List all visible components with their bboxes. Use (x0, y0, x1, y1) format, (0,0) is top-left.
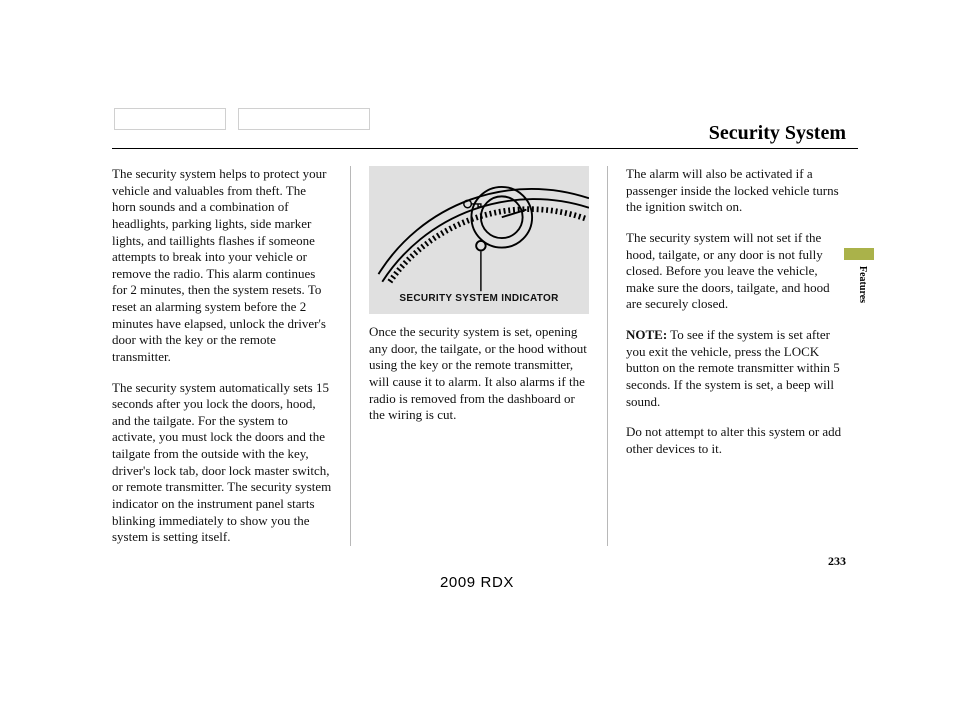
col2-para1: Once the security system is set, opening… (369, 324, 589, 424)
col3-para1: The alarm will also be activated if a pa… (626, 166, 846, 216)
ghost-box-right (238, 108, 370, 130)
col3-para4: Do not attempt to alter this system or a… (626, 424, 846, 457)
note-label: NOTE: (626, 327, 667, 342)
figure-caption: SECURITY SYSTEM INDICATOR (369, 293, 589, 306)
security-indicator-figure: SECURITY SYSTEM INDICATOR (369, 166, 589, 314)
column-separator-1 (350, 166, 351, 546)
footer-model: 2009 RDX (0, 574, 954, 591)
col1-para1: The security system helps to protect you… (112, 166, 332, 366)
col3-para2: The security system will not set if the … (626, 230, 846, 313)
column-1: The security system helps to protect you… (112, 166, 332, 546)
column-3: The alarm will also be activated if a pa… (626, 166, 846, 546)
title-rule (112, 148, 858, 149)
page: Security System Features The security sy… (0, 0, 954, 710)
body-columns: The security system helps to protect you… (112, 166, 846, 546)
column-2: SECURITY SYSTEM INDICATOR Once the secur… (369, 166, 589, 546)
col3-note: NOTE: To see if the system is set after … (626, 327, 846, 410)
ghost-box-left (114, 108, 226, 130)
section-tab-label: Features (857, 266, 868, 303)
gauge-illustration (369, 166, 589, 314)
page-number: 233 (828, 554, 846, 569)
page-title: Security System (709, 122, 846, 145)
section-tab (844, 248, 874, 260)
column-separator-2 (607, 166, 608, 546)
col1-para2: The security system automatically sets 1… (112, 380, 332, 546)
